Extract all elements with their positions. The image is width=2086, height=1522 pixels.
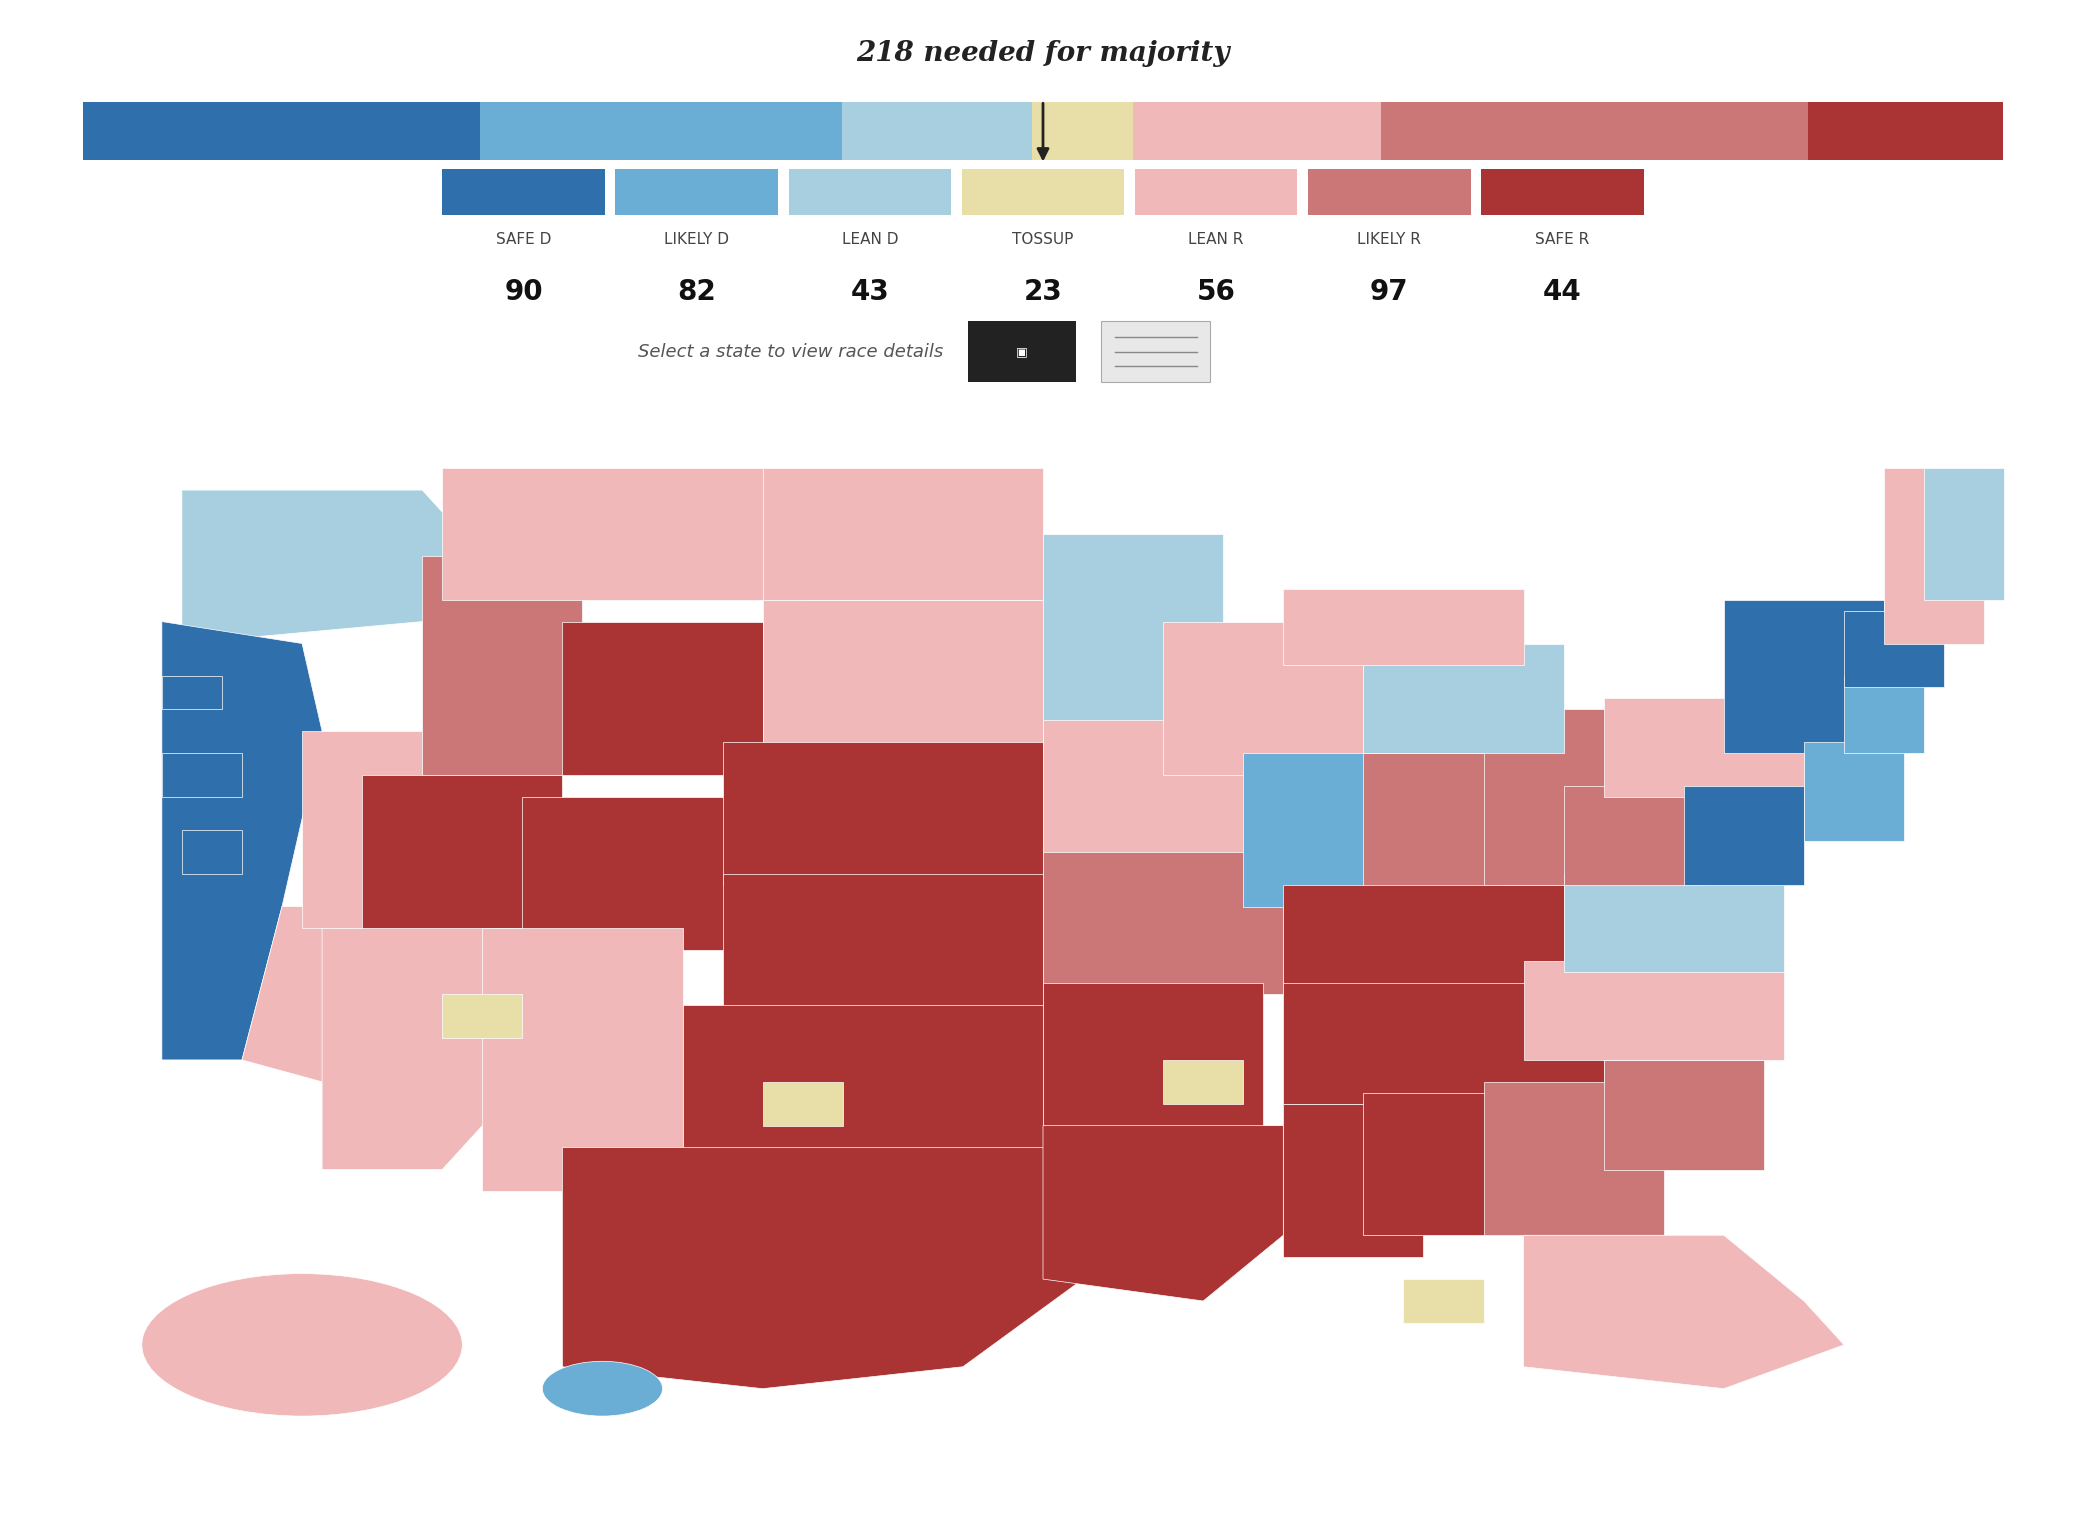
Polygon shape bbox=[563, 1148, 1083, 1388]
Text: 90: 90 bbox=[505, 279, 542, 306]
Bar bbox=[163, 676, 221, 709]
Text: 82: 82 bbox=[678, 279, 715, 306]
Text: LIKELY D: LIKELY D bbox=[663, 231, 730, 247]
Bar bbox=[1483, 1082, 1665, 1236]
Text: 218 needed for majority: 218 needed for majority bbox=[855, 40, 1231, 67]
Bar bbox=[615, 169, 778, 215]
Polygon shape bbox=[1523, 1236, 1844, 1388]
Text: Select a state to view race details: Select a state to view race details bbox=[638, 342, 943, 361]
Bar bbox=[482, 928, 682, 1192]
Bar bbox=[1564, 785, 1704, 884]
Text: LEAN D: LEAN D bbox=[841, 231, 899, 247]
Bar bbox=[1308, 169, 1471, 215]
Text: SAFE D: SAFE D bbox=[496, 231, 551, 247]
Polygon shape bbox=[321, 928, 522, 1169]
Bar bbox=[1043, 534, 1222, 731]
Bar bbox=[843, 102, 1033, 160]
Text: ▣: ▣ bbox=[1016, 345, 1026, 358]
Bar bbox=[83, 102, 480, 160]
Bar bbox=[1043, 983, 1264, 1126]
Bar bbox=[163, 753, 242, 798]
Bar bbox=[1481, 169, 1644, 215]
Bar bbox=[442, 169, 605, 215]
Bar bbox=[1243, 753, 1404, 907]
Bar bbox=[1923, 469, 2005, 600]
Text: LEAN R: LEAN R bbox=[1189, 231, 1243, 247]
Bar bbox=[1364, 753, 1504, 907]
Bar bbox=[968, 321, 1076, 382]
Bar bbox=[1164, 1059, 1243, 1103]
Bar bbox=[1364, 1093, 1523, 1236]
Text: 97: 97 bbox=[1371, 279, 1408, 306]
Bar bbox=[1364, 644, 1564, 753]
Bar bbox=[962, 169, 1124, 215]
Bar bbox=[442, 469, 803, 600]
Bar bbox=[1101, 321, 1210, 382]
Bar bbox=[1283, 589, 1523, 665]
Bar bbox=[763, 1082, 843, 1126]
Bar bbox=[1844, 676, 1923, 753]
Bar bbox=[1884, 469, 1984, 644]
Ellipse shape bbox=[542, 1361, 663, 1415]
Text: TOSSUP: TOSSUP bbox=[1012, 231, 1074, 247]
Text: SAFE R: SAFE R bbox=[1535, 231, 1590, 247]
Bar bbox=[1283, 884, 1564, 994]
Bar bbox=[1164, 621, 1364, 775]
Bar bbox=[1135, 169, 1297, 215]
Bar bbox=[722, 743, 1043, 884]
Text: 56: 56 bbox=[1197, 279, 1235, 306]
Ellipse shape bbox=[142, 1274, 463, 1415]
Bar bbox=[1381, 102, 1809, 160]
Bar bbox=[789, 169, 951, 215]
Bar bbox=[1604, 1059, 1765, 1169]
Bar bbox=[1604, 699, 1804, 798]
Bar bbox=[1133, 102, 1381, 160]
Bar bbox=[442, 994, 522, 1038]
Polygon shape bbox=[242, 907, 363, 1082]
Bar bbox=[1804, 743, 1905, 840]
Text: 44: 44 bbox=[1544, 279, 1581, 306]
Text: LIKELY R: LIKELY R bbox=[1358, 231, 1421, 247]
Bar bbox=[682, 1005, 1043, 1148]
Polygon shape bbox=[181, 490, 482, 644]
Bar bbox=[1043, 852, 1283, 994]
Bar bbox=[1683, 785, 1804, 884]
Bar bbox=[302, 731, 421, 928]
Bar bbox=[563, 621, 763, 775]
Bar bbox=[1033, 102, 1133, 160]
Bar bbox=[1564, 874, 1784, 973]
Bar bbox=[722, 874, 1043, 1017]
Bar bbox=[1483, 709, 1644, 884]
Bar bbox=[480, 102, 843, 160]
Bar bbox=[363, 775, 563, 950]
Polygon shape bbox=[163, 621, 321, 1059]
Text: 43: 43 bbox=[851, 279, 889, 306]
Bar bbox=[1043, 720, 1283, 863]
Bar bbox=[181, 829, 242, 874]
Polygon shape bbox=[1043, 1126, 1283, 1301]
Bar bbox=[1844, 610, 1944, 688]
Bar bbox=[1723, 600, 1884, 753]
Bar bbox=[522, 798, 763, 950]
Bar bbox=[1809, 102, 2003, 160]
Bar bbox=[1283, 1103, 1423, 1257]
Bar bbox=[1404, 1278, 1483, 1323]
Bar bbox=[421, 556, 582, 775]
Bar bbox=[1523, 962, 1784, 1059]
Bar bbox=[763, 469, 1043, 600]
Text: 23: 23 bbox=[1024, 279, 1062, 306]
Bar bbox=[763, 600, 1043, 753]
Bar bbox=[1283, 983, 1604, 1103]
